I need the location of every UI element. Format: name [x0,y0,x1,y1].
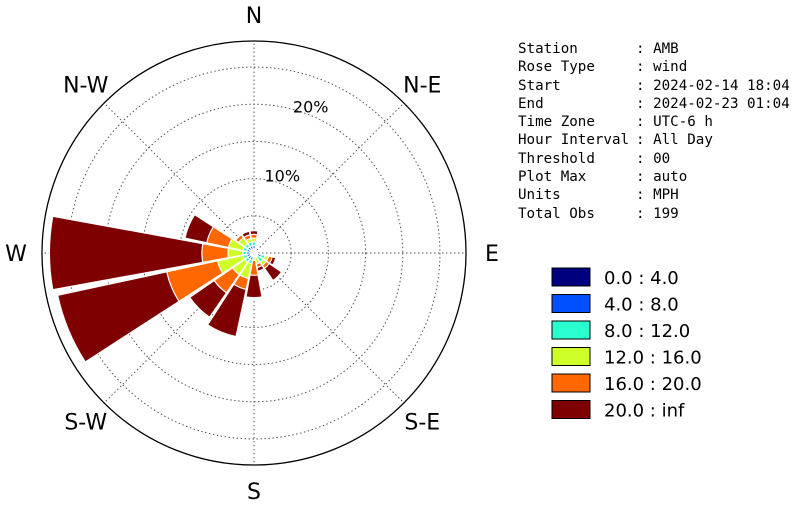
ring-label: 20% [293,98,329,117]
info-value: 00 [653,150,671,167]
grid-spoke [253,252,405,404]
info-separator: : [636,41,654,57]
grid-spoke [103,252,255,404]
direction-label: N-E [403,74,441,99]
info-value: 199 [653,205,679,222]
info-separator: : [636,169,654,186]
info-label: End [518,95,544,112]
info-value: UTC-6 h [653,114,713,131]
legend-swatch [551,294,591,313]
info-row: Plot Max: auto [518,168,790,186]
direction-label: N [246,4,262,29]
info-label: Station [518,41,578,57]
info-value: MPH [653,187,679,204]
info-separator: : [636,95,654,112]
grid-ring [141,140,367,366]
info-label: Rose Type [518,59,595,76]
info-separator: : [636,187,654,204]
info-label: Units [518,187,561,204]
legend-label: 8.0 : 12.0 [604,321,690,342]
legend-swatch [551,320,591,340]
rose-wedge-w [227,247,255,259]
info-value: wind [653,59,688,76]
info-separator: : [636,205,654,222]
info-value: All Day [653,132,713,149]
info-row: Hour Interval: All Day [518,131,790,149]
info-value: 2024-02-23 01:04 [653,95,790,112]
info-row: Station: AMB [518,40,790,58]
direction-label: N-W [63,74,109,99]
direction-label: S-W [64,410,107,435]
info-row: Total Obs: 199 [518,205,790,223]
outer-ring [41,40,467,466]
info-label: Plot Max [518,169,587,186]
info-separator: : [636,150,654,167]
grid-spoke [103,102,255,254]
direction-label: E [485,242,499,267]
info-separator: : [636,114,654,131]
info-row: Time Zone: UTC-6 h [518,113,790,131]
info-value: auto [653,169,688,186]
legend-label: 12.0 : 16.0 [604,348,702,369]
info-separator: : [636,59,654,76]
grid-spoke [253,102,405,254]
info-label: Time Zone [518,114,595,131]
info-label: Start [518,77,561,94]
ring-label: 10% [264,166,300,185]
info-separator: : [636,77,654,94]
legend-swatch [551,400,591,419]
info-label: Threshold [518,150,595,167]
rose-wedge-s [249,252,259,276]
station-info-panel: Station: AMB Rose Type: wind Start: 2024-0… [518,40,790,223]
info-row: Start: 2024-02-14 18:04 [518,77,790,95]
info-label: Hour Interval [518,132,630,149]
grid-ring [67,66,441,440]
info-row: Units: MPH [518,186,790,204]
legend-swatch [551,347,591,366]
info-row: Threshold: 00 [518,150,790,168]
info-separator: : [636,132,654,149]
direction-label: S-E [404,410,440,435]
rose-wedge-w [48,215,255,291]
info-value: AMB [653,41,679,57]
legend-label: 20.0 : inf [604,401,685,422]
direction-label: W [5,242,27,267]
legend-label: 16.0 : 20.0 [604,374,702,395]
info-value: 2024-02-14 18:04 [653,77,790,94]
legend-label: 0.0 : 4.0 [604,268,679,289]
info-row: End: 2024-02-23 01:04 [518,95,790,113]
legend-swatch [551,373,591,393]
rose-wedge-nnw [251,248,255,254]
legend-label: 4.0 : 8.0 [604,295,679,316]
info-row: Rose Type: wind [518,58,790,76]
legend-swatch [551,267,591,287]
direction-label: S [247,480,261,505]
info-label: Total Obs [518,205,595,222]
